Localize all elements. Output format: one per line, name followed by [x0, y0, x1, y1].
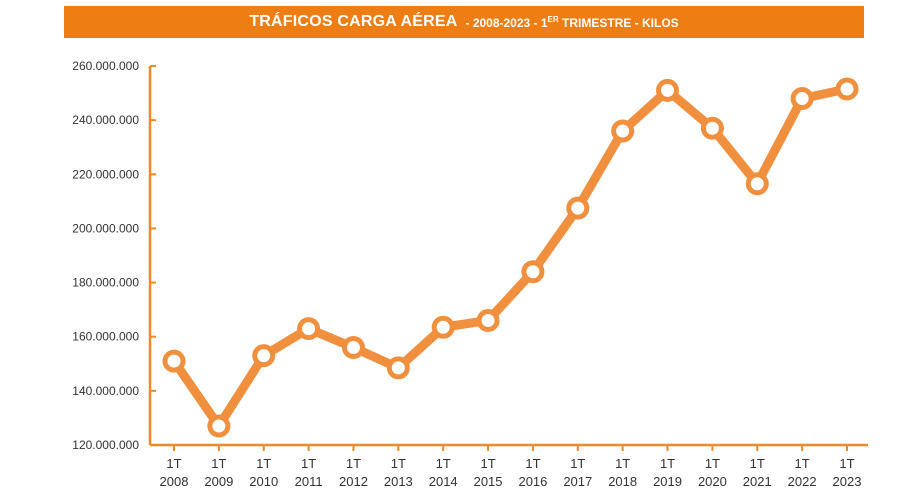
- data-point: [297, 317, 321, 341]
- data-point: [566, 196, 590, 220]
- data-point: [252, 344, 276, 368]
- data-point: [835, 77, 859, 101]
- y-tick-label: 220.000.000: [72, 167, 139, 181]
- x-tick-label-year: 2012: [339, 474, 368, 489]
- x-tick-label-quarter: 1T: [436, 456, 451, 471]
- series-line: [169, 84, 852, 431]
- x-tick-label-year: 2011: [295, 474, 323, 489]
- data-point: [790, 86, 814, 110]
- chart-title: TRÁFICOS CARGA AÉREA: [249, 13, 458, 30]
- data-point: [700, 116, 724, 140]
- x-tick-label-year: 2023: [833, 474, 862, 489]
- data-point: [656, 78, 680, 102]
- x-tick-label-quarter: 1T: [705, 456, 720, 471]
- x-tick-label-quarter: 1T: [615, 456, 630, 471]
- x-tick-label-quarter: 1T: [795, 456, 810, 471]
- data-point: [162, 349, 186, 373]
- y-tick-label: 180.000.000: [72, 276, 139, 290]
- data-point: [207, 414, 231, 438]
- y-tick-label: 260.000.000: [72, 59, 139, 73]
- chart-subtitle: - 2008-2023 - 1ER TRIMESTRE - KILOS: [465, 15, 678, 30]
- x-tick-label-quarter: 1T: [525, 456, 540, 471]
- data-point: [476, 308, 500, 332]
- x-tick-label-quarter: 1T: [480, 456, 495, 471]
- chart-subtitle-suffix: TRIMESTRE - KILOS: [558, 15, 679, 30]
- x-tick-label-year: 2021: [743, 474, 772, 489]
- chart-subtitle-superscript: ER: [547, 14, 559, 24]
- data-point: [341, 336, 365, 360]
- x-tick-label-quarter: 1T: [750, 456, 765, 471]
- x-tick-label-year: 2008: [160, 474, 189, 489]
- data-point: [521, 260, 545, 284]
- y-tick-label: 140.000.000: [72, 384, 139, 398]
- x-tick-label-year: 2016: [518, 474, 547, 489]
- data-point: [431, 315, 455, 339]
- x-tick-label-quarter: 1T: [839, 456, 854, 471]
- data-point: [386, 356, 410, 380]
- x-tick-label-quarter: 1T: [391, 456, 406, 471]
- x-tick-label-quarter: 1T: [346, 456, 361, 471]
- y-tick-label: 240.000.000: [72, 113, 139, 127]
- x-tick-label-year: 2020: [698, 474, 727, 489]
- chart-subtitle-prefix: - 2008-2023 - 1: [465, 15, 548, 30]
- data-point: [611, 119, 635, 143]
- y-tick-label: 120.000.000: [72, 438, 139, 452]
- x-tick-label-year: 2013: [384, 474, 413, 489]
- x-tick-label-year: 2019: [653, 474, 682, 489]
- x-axis: 1T 2008 1T 2009 1T 2010 1T 2011 1T 2012 1T 2013 1T 20…: [150, 443, 868, 489]
- x-tick-label-year: 2015: [474, 474, 503, 489]
- chart-title-bar: TRÁFICOS CARGA AÉREA - 2008-2023 - 1ER T…: [64, 6, 864, 38]
- x-tick-label-quarter: 1T: [301, 456, 316, 471]
- x-tick-label-quarter: 1T: [211, 456, 226, 471]
- x-tick-label-year: 2009: [204, 474, 233, 489]
- x-tick-label-quarter: 1T: [166, 456, 181, 471]
- x-tick-label-year: 2010: [249, 474, 278, 489]
- series-carga-aerea: [162, 77, 859, 438]
- x-tick-label-year: 2022: [788, 474, 817, 489]
- x-tick-label-year: 2014: [429, 474, 458, 489]
- x-tick-label-year: 2017: [563, 474, 592, 489]
- x-tick-label-year: 2018: [608, 474, 637, 489]
- y-tick-label: 160.000.000: [72, 330, 139, 344]
- data-point: [745, 172, 769, 196]
- x-tick-label-quarter: 1T: [570, 456, 585, 471]
- y-axis: 120.000.000 140.000.000 160.000.000 180.000…: [72, 59, 156, 452]
- x-tick-label-quarter: 1T: [256, 456, 271, 471]
- y-tick-label: 200.000.000: [72, 221, 139, 235]
- x-tick-label-quarter: 1T: [660, 456, 675, 471]
